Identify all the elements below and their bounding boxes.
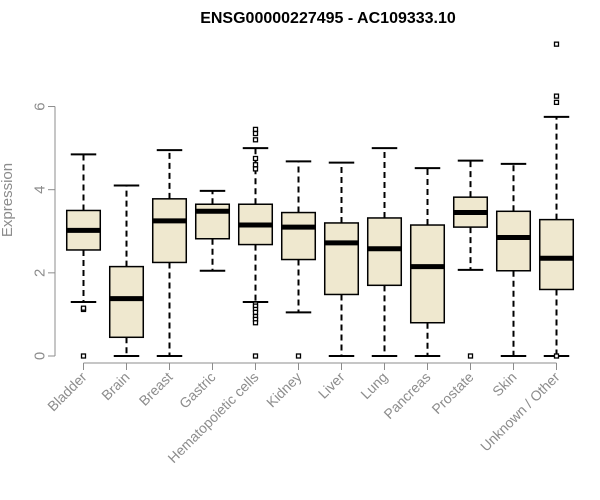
box-unknown-other [538, 41, 575, 359]
outlier-point [252, 320, 259, 326]
x-tick-label: Gastric [176, 369, 219, 412]
y-tick-label: 6 [32, 102, 49, 110]
box-skin [495, 162, 532, 357]
outlier-point [252, 162, 259, 168]
x-tick-label: Brain [98, 369, 132, 403]
outlier-point [252, 137, 259, 143]
box-liver [323, 161, 360, 357]
box-brain [108, 184, 145, 357]
x-tick-label: Prostate [428, 369, 476, 417]
y-tick-label: 0 [32, 352, 49, 360]
x-tick-label: Pancreas [380, 369, 433, 422]
outlier-point [80, 305, 87, 311]
outlier-point [553, 93, 560, 99]
box-iqr [280, 211, 317, 261]
box-prostate [452, 159, 489, 359]
x-tick-label: Unknown / Other [477, 369, 563, 455]
x-tick-label: Kidney [263, 369, 305, 411]
outlier-point [252, 130, 259, 137]
x-tick-label: Bladder [44, 369, 90, 415]
outlier-point [553, 353, 560, 359]
box-iqr [409, 224, 446, 324]
box-iqr [323, 222, 360, 296]
x-tick-label: Skin [489, 369, 520, 400]
outlier-point [252, 155, 259, 162]
outlier-point [80, 353, 87, 359]
x-tick-label: Breast [136, 369, 176, 409]
box-breast [151, 149, 188, 357]
box-hematopoietic-cells [237, 126, 274, 359]
outlier-point [252, 353, 259, 359]
boxes-group [65, 41, 575, 359]
outlier-point [252, 166, 259, 172]
box-lung [366, 147, 403, 357]
box-kidney [280, 160, 317, 359]
outlier-point [252, 126, 259, 133]
outlier-point [295, 353, 302, 359]
x-tick-label: Lung [357, 369, 390, 402]
box-pancreas [409, 167, 446, 357]
x-tick-label: Liver [315, 369, 348, 402]
y-axis-label: Expression [0, 163, 16, 237]
y-axis: 0 2 4 6 [32, 102, 56, 360]
outlier-point [553, 99, 560, 106]
outlier-point [553, 41, 560, 47]
y-tick-label: 2 [32, 269, 49, 277]
y-tick-label: 4 [32, 186, 49, 194]
box-iqr [366, 217, 403, 287]
box-iqr [495, 210, 532, 272]
outlier-point [252, 309, 259, 315]
box-iqr [108, 265, 145, 339]
box-bladder [65, 153, 102, 359]
box-gastric [194, 189, 231, 272]
chart-title: ENSG00000227495 - AC109333.10 [200, 10, 456, 27]
box-iqr [151, 198, 188, 264]
outlier-point [467, 353, 474, 359]
box-iqr [538, 218, 575, 291]
